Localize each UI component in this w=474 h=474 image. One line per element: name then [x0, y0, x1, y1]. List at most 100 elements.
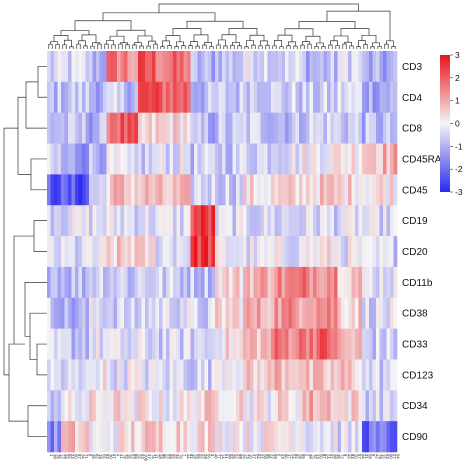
heatmap-cell	[54, 390, 58, 422]
heatmap-cell	[299, 359, 303, 391]
heatmap-cell	[145, 328, 149, 360]
heatmap-cell	[215, 359, 219, 391]
heatmap-cell	[54, 143, 58, 175]
heatmap-cell	[376, 421, 380, 453]
heatmap-cell	[64, 390, 69, 422]
heatmap-cell	[229, 143, 233, 175]
row-label: CD8	[402, 124, 422, 135]
column-label: 98	[333, 454, 338, 459]
column-dendrogram-branch	[321, 46, 326, 49]
heatmap-cell	[215, 112, 219, 144]
column-dendrogram-branch	[370, 46, 375, 49]
heatmap-cell	[166, 236, 170, 268]
heatmap-cell	[180, 266, 184, 299]
heatmap-cell	[194, 328, 198, 360]
heatmap-cell	[208, 143, 212, 175]
heatmap-cell	[362, 297, 366, 329]
heatmap-cell	[383, 297, 387, 329]
heatmap-cell	[225, 143, 230, 175]
heatmap-cell	[337, 174, 342, 206]
heatmap-cell	[145, 112, 149, 144]
heatmap-cell	[103, 51, 107, 83]
heatmap-cell	[330, 328, 335, 360]
heatmap-cell	[225, 328, 230, 360]
heatmap-cell	[215, 236, 219, 268]
heatmap-cell	[145, 81, 149, 113]
heatmap-cell	[68, 266, 72, 299]
heatmap-cell	[89, 390, 93, 422]
heatmap-cell	[85, 174, 90, 206]
heatmap-cell	[313, 421, 317, 453]
heatmap-cell	[134, 174, 139, 206]
heatmap-cell	[61, 143, 65, 175]
heatmap-cell	[78, 143, 83, 175]
heatmap-cell	[330, 112, 335, 144]
heatmap-cell	[166, 328, 170, 360]
heatmap-cell	[127, 236, 132, 268]
heatmap-cell	[316, 266, 321, 299]
column-dendrogram-branch	[162, 40, 170, 47]
heatmap-cell	[257, 421, 261, 453]
heatmap-cell	[362, 359, 366, 391]
column-label: 46	[347, 454, 352, 459]
heatmap-cell	[253, 81, 258, 113]
heatmap-cell	[257, 51, 261, 83]
heatmap-cell	[348, 143, 352, 175]
heatmap-cell	[61, 51, 65, 83]
heatmap-cell	[71, 328, 76, 360]
heatmap-cell	[274, 297, 279, 329]
heatmap-cell	[299, 81, 303, 113]
column-label: 35	[336, 454, 341, 459]
heatmap-cell	[54, 328, 58, 360]
heatmap-cell	[138, 359, 142, 391]
heatmap-cell	[253, 143, 258, 175]
heatmap-cell	[348, 112, 352, 144]
heatmap-cell	[145, 421, 149, 453]
heatmap-cell	[145, 51, 149, 83]
heatmap-cell	[166, 359, 170, 391]
heatmap-cell	[190, 390, 195, 422]
heatmap-cell	[64, 359, 69, 391]
heatmap-cell	[183, 390, 188, 422]
heatmap-cell	[103, 236, 107, 268]
heatmap-cell	[201, 390, 205, 422]
heatmap-cell	[117, 236, 121, 268]
heatmap-cell	[316, 421, 321, 453]
column-label: 31	[364, 454, 369, 459]
column-label: 40	[214, 454, 219, 459]
heatmap-cell	[152, 390, 156, 422]
heatmap-cell	[89, 112, 93, 144]
heatmap-cell	[183, 297, 188, 329]
heatmap-cell	[131, 390, 135, 422]
heatmap-cell	[365, 143, 370, 175]
heatmap-cell	[344, 328, 349, 360]
heatmap-cell	[295, 112, 300, 144]
heatmap-cell	[208, 297, 212, 329]
heatmap-cell	[120, 143, 125, 175]
heatmap-cell	[372, 421, 377, 453]
heatmap-cell	[239, 112, 244, 144]
heatmap-cell	[197, 359, 202, 391]
heatmap-cell	[141, 266, 146, 299]
heatmap-cell	[64, 421, 69, 453]
heatmap-cell	[155, 266, 160, 299]
column-label: 43	[280, 454, 285, 459]
heatmap-cell	[323, 297, 328, 329]
heatmap-cell	[194, 174, 198, 206]
heatmap-cell	[341, 359, 345, 391]
column-dendrogram-branch	[316, 42, 324, 47]
heatmap-cell	[148, 174, 153, 206]
heatmap-cell	[285, 359, 289, 391]
row-label: CD20	[402, 247, 428, 258]
column-dendrogram-branch	[307, 43, 312, 49]
heatmap-cell	[386, 297, 391, 329]
heatmap-cell	[369, 266, 373, 299]
heatmap-cell	[68, 328, 72, 360]
heatmap-cell	[208, 421, 212, 453]
heatmap-cell	[187, 390, 191, 422]
heatmap-cell	[323, 328, 328, 360]
heatmap-cell	[215, 51, 219, 83]
heatmap-cell	[372, 297, 377, 329]
heatmap-cell	[82, 236, 86, 268]
